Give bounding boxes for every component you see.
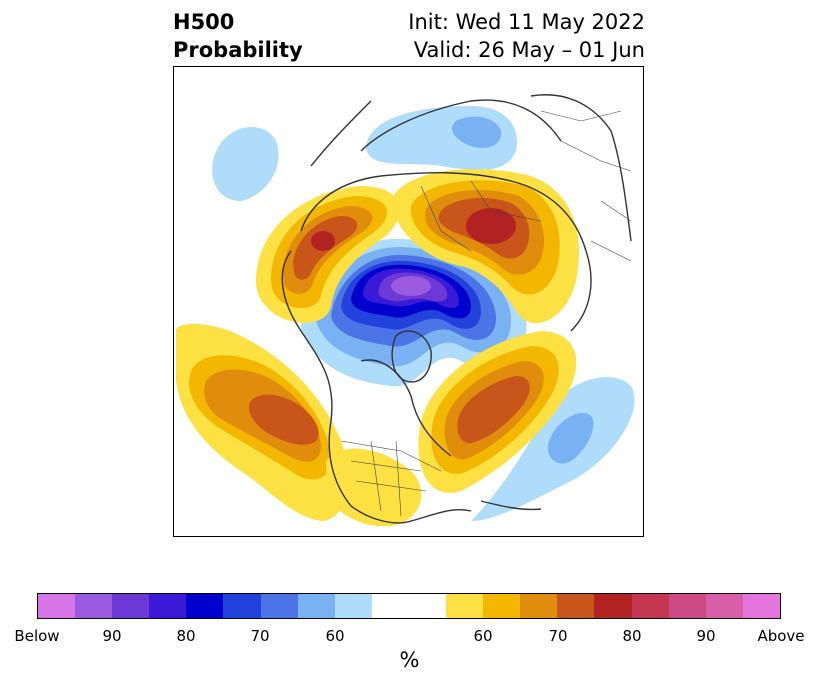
northeast-pacific-below-normal xyxy=(212,127,279,201)
map-svg xyxy=(174,67,643,536)
colorbar-segment xyxy=(668,594,706,618)
colorbar-segment xyxy=(483,594,521,618)
init-date: Init: Wed 11 May 2022 xyxy=(408,10,645,34)
colorbar-tick-label: 90 xyxy=(696,627,716,645)
colorbar-segment xyxy=(557,594,595,618)
alaska-yukon-above-normal xyxy=(256,186,400,323)
colorbar-tick-label: 90 xyxy=(102,627,122,645)
colorbar-tick-label: Below xyxy=(14,627,60,645)
colorbar-segment xyxy=(371,594,409,618)
coastlines xyxy=(281,94,632,524)
title-left: H500 Probability xyxy=(173,8,303,64)
colorbar-segment xyxy=(631,594,669,618)
colorbar-segment xyxy=(75,594,113,618)
colorbar-segment xyxy=(186,594,224,618)
colorbar-tick-label: 70 xyxy=(250,627,270,645)
siberia-above-normal xyxy=(391,169,579,324)
colorbar-segment xyxy=(446,594,484,618)
colorbar-tick-label: Above xyxy=(757,627,805,645)
title-right: Init: Wed 11 May 2022 Valid: 26 May – 01… xyxy=(408,8,645,64)
greenland-atlantic-above-normal xyxy=(418,331,577,493)
colorbar-segment xyxy=(408,594,447,618)
colorbar-segment xyxy=(594,594,632,618)
colorbar-segment xyxy=(705,594,743,618)
colorbar-tick-label: 70 xyxy=(548,627,568,645)
colorbar-tick-label: 80 xyxy=(622,627,642,645)
colorbar-segment xyxy=(520,594,558,618)
arctic-below-normal xyxy=(301,238,527,387)
colorbar-segment xyxy=(334,594,372,618)
colorbar-segment xyxy=(260,594,298,618)
colorbar-unit-label: % xyxy=(399,648,420,672)
title-probability: Probability xyxy=(173,38,303,62)
title-product: H500 xyxy=(173,10,235,34)
colorbar-tick-labels: Below 90 80 70 60 60 70 80 90 Above xyxy=(0,627,819,647)
borders xyxy=(340,110,632,517)
probability-colorbar xyxy=(37,593,781,619)
valid-period: Valid: 26 May – 01 Jun xyxy=(413,38,645,62)
colorbar-segment xyxy=(223,594,261,618)
north-pacific-above-normal xyxy=(176,324,349,521)
colorbar-tick-label: 80 xyxy=(176,627,196,645)
colorbar-tick-label: 60 xyxy=(325,627,345,645)
probability-map xyxy=(173,66,644,537)
colorbar-segment xyxy=(112,594,150,618)
colorbar-segment xyxy=(149,594,187,618)
colorbar-segment xyxy=(38,594,76,618)
north-atlantic-below-normal xyxy=(471,377,635,521)
colorbar-tick-label: 60 xyxy=(473,627,493,645)
colorbar-segment xyxy=(297,594,335,618)
colorbar-segment xyxy=(742,594,780,618)
